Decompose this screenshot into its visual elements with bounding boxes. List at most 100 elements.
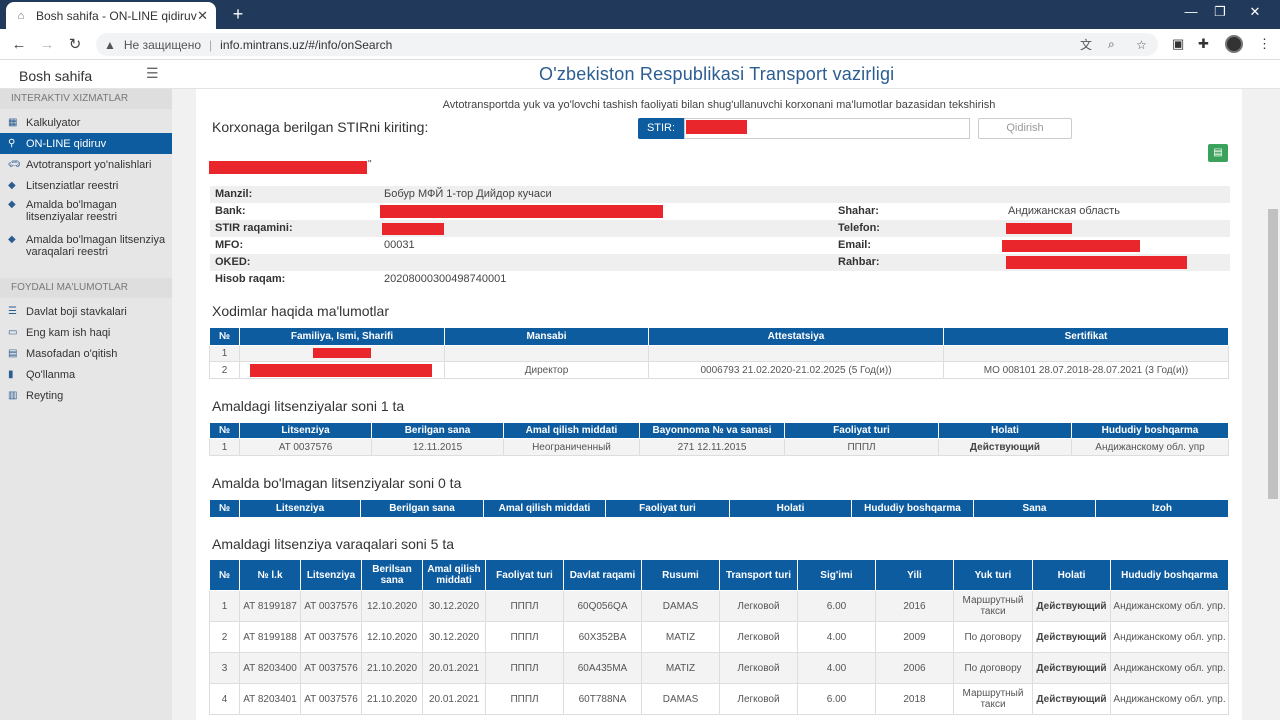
col-header[interactable]: Hududiy boshqarma — [1110, 559, 1229, 591]
bookmark-icon: ▮ — [8, 369, 14, 380]
table-cell: 60T788NA — [563, 683, 642, 715]
warning-icon: ▲ — [104, 37, 116, 52]
scrollbar[interactable] — [1266, 89, 1280, 720]
browser-tab[interactable]: ⌂ Bosh sahifa - ON-LINE qidiruv ✕ — [6, 2, 216, 29]
reload-button[interactable]: ↻ — [68, 36, 82, 53]
close-tab-icon[interactable]: ✕ — [197, 7, 208, 23]
excel-export-button[interactable]: ▤ — [1208, 144, 1228, 162]
col-header[interactable]: Litsenziya — [300, 559, 362, 591]
sidebar-item-distance-learning[interactable]: ▤ Masofadan o'qitish — [8, 347, 118, 360]
sidebar-item-licensees[interactable]: ◆ Litsenziatlar reestri — [8, 179, 119, 192]
stir-input[interactable] — [684, 118, 970, 139]
sidebar-item-inactive-licenses[interactable]: ◆ Amalda bo'lmagan litsenziyalar reestri — [8, 199, 118, 223]
stir-label: STIR: — [638, 118, 684, 139]
col-header[interactable]: Transport turi — [719, 559, 798, 591]
avatar[interactable] — [1225, 35, 1243, 53]
col-header[interactable]: № — [209, 327, 240, 346]
director-key: Rahbar: — [838, 256, 880, 268]
col-header[interactable]: Holati — [729, 499, 852, 518]
sidebar-item-fees[interactable]: ☰ Davlat boji stavkalari — [8, 305, 127, 318]
col-header[interactable]: Amal qilish middati — [483, 499, 606, 518]
translate-icon[interactable]: 文 — [1080, 38, 1093, 52]
hamburger-icon[interactable]: ☰ — [146, 65, 159, 81]
col-header[interactable]: Berilsan sana — [361, 559, 423, 591]
col-header[interactable]: № — [209, 422, 240, 439]
table-cell: Легковой — [719, 652, 798, 684]
star-icon[interactable]: ☆ — [1136, 37, 1147, 52]
table-cell: Легковой — [719, 621, 798, 653]
col-header[interactable]: Berilgan sana — [360, 499, 484, 518]
sidebar-item-min-wage[interactable]: ▭ Eng kam ish haqi — [8, 326, 111, 339]
brand-title[interactable]: Bosh sahifa — [19, 68, 93, 84]
col-header[interactable]: Rusumi — [641, 559, 720, 591]
col-header[interactable]: Sertifikat — [943, 327, 1229, 346]
col-header[interactable]: Davlat raqami — [563, 559, 642, 591]
col-header[interactable]: Mansabi — [444, 327, 649, 346]
col-header[interactable]: Amal qilish middati — [422, 559, 486, 591]
sidebar-item-inactive-sheets[interactable]: ◆ Amalda bo'lmagan litsenziya varaqalari … — [8, 234, 166, 258]
sidebar-item-manual[interactable]: ▮ Qo'llanma — [8, 368, 76, 381]
forward-button[interactable]: → — [39, 35, 55, 53]
col-header[interactable]: Bayonnoma № va sanasi — [639, 422, 785, 439]
sidebar-item-kalkulyator[interactable]: ▦ Kalkulyator — [8, 116, 81, 129]
zoom-icon[interactable]: ⌕ — [1108, 37, 1115, 51]
maximize-button[interactable]: ❐ — [1214, 4, 1226, 19]
search-button[interactable]: Qidirish — [978, 118, 1072, 139]
account-value: 20208000300498740001 — [384, 273, 507, 285]
url-text[interactable]: info.mintrans.uz/#/info/onSearch — [220, 37, 393, 52]
col-header[interactable]: Attestatsiya — [648, 327, 944, 346]
new-tab-button[interactable]: + — [232, 4, 244, 24]
sidebar-item-online-search[interactable]: ⚲ ON-LINE qidiruv — [0, 133, 172, 154]
table-cell: ПППЛ — [485, 683, 564, 715]
col-header[interactable]: Faoliyat turi — [605, 499, 730, 518]
col-header[interactable]: Faoliyat turi — [784, 422, 939, 439]
col-header[interactable]: Yili — [875, 559, 954, 591]
col-header[interactable]: № l.k — [239, 559, 301, 591]
book-icon: ▤ — [8, 348, 18, 359]
col-header[interactable]: Holati — [938, 422, 1072, 439]
table-cell: Действующий — [938, 438, 1072, 456]
table-cell: AT 0037576 — [239, 438, 372, 456]
col-header[interactable]: Hududiy boshqarma — [1071, 422, 1229, 439]
col-header[interactable]: Amal qilish middati — [503, 422, 640, 439]
table-row: 2 Директор 0006793 21.02.2020-21.02.2025… — [209, 361, 1229, 379]
col-header[interactable]: Sig'imi — [797, 559, 876, 591]
address-bar[interactable]: ▲ Не защищено | info.mintrans.uz/#/info/… — [96, 33, 1158, 56]
table-cell: 30.12.2020 — [422, 590, 486, 622]
table-cell: 30.12.2020 — [422, 621, 486, 653]
address-value: Бобур МФЙ 1-тор Дийдор кучаси — [384, 188, 552, 200]
redaction — [209, 161, 367, 174]
col-header[interactable]: Familiya, Ismi, Sharifi — [239, 327, 445, 346]
scrollbar-thumb[interactable] — [1268, 209, 1278, 499]
col-header[interactable]: Litsenziya — [239, 499, 361, 518]
search-icon: ⚲ — [8, 138, 16, 149]
menu-dots-icon[interactable]: ⋮ — [1258, 36, 1271, 51]
col-header[interactable]: Litsenziya — [239, 422, 372, 439]
close-window-button[interactable]: ✕ — [1249, 4, 1261, 19]
puzzle-icon[interactable]: ✚ — [1198, 36, 1209, 51]
col-header[interactable]: Faoliyat turi — [485, 559, 564, 591]
mfo-value: 00031 — [384, 239, 415, 251]
minimize-button[interactable]: — — [1184, 4, 1198, 19]
insecure-label: Не защищено — [123, 37, 202, 52]
sidebar-item-routes[interactable]: 🚗︎ Avtotransport yo'nalishlari — [8, 158, 152, 171]
col-header[interactable]: Yuk turi — [953, 559, 1033, 591]
table-cell: Андижанскому обл. упр — [1071, 438, 1229, 456]
city-value: Андижанская область — [1008, 205, 1120, 217]
tab-title: Bosh sahifa - ON-LINE qidiruv — [36, 8, 197, 23]
app-header: Bosh sahifa ☰ O'zbekiston Respublikasi T… — [0, 60, 1280, 89]
col-header[interactable]: Berilgan sana — [371, 422, 504, 439]
sidebar-item-rating[interactable]: ▥ Reyting — [8, 389, 64, 402]
col-header[interactable]: № — [209, 559, 240, 591]
col-header[interactable]: № — [209, 499, 240, 518]
table-cell: 2009 — [875, 621, 954, 653]
table-cell: 2018 — [875, 683, 954, 715]
col-header[interactable]: Sana — [973, 499, 1096, 518]
col-header[interactable]: Holati — [1032, 559, 1111, 591]
table-cell: DAMAS — [641, 590, 720, 622]
col-header[interactable]: Hududiy boshqarma — [851, 499, 974, 518]
back-button[interactable]: ← — [11, 35, 27, 53]
col-header[interactable]: Izoh — [1095, 499, 1229, 518]
redaction — [1006, 256, 1187, 269]
extension-icon[interactable]: ▣ — [1172, 36, 1185, 51]
